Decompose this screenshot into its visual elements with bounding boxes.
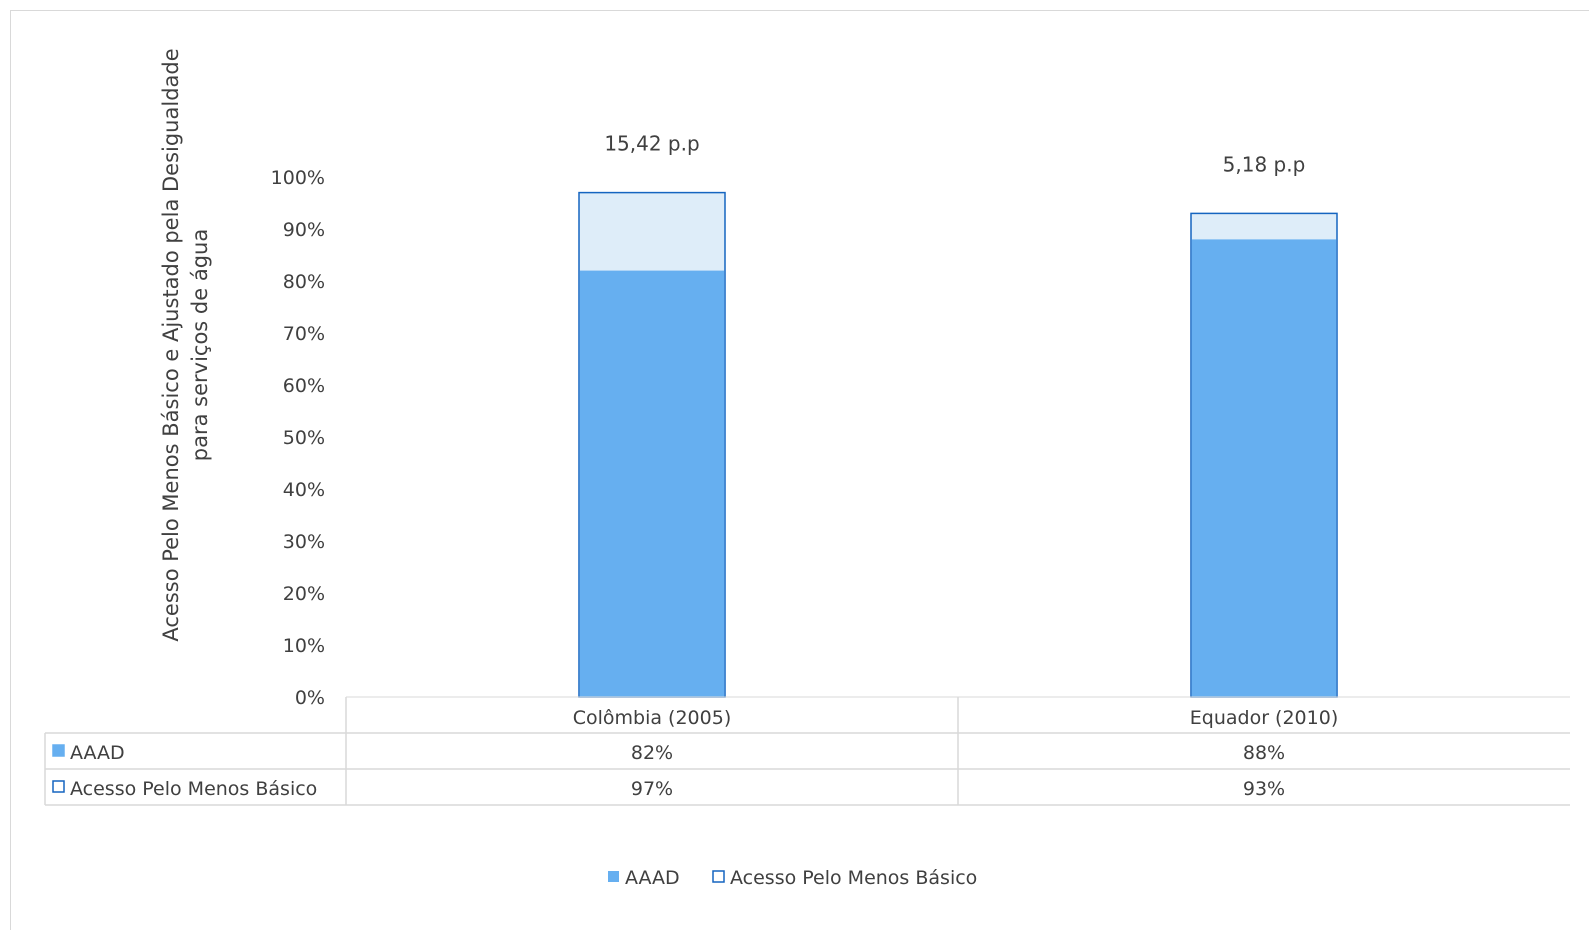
y-tick-label: 20% — [283, 583, 325, 605]
bar-aaad-0 — [579, 270, 725, 697]
bar-aaad-1 — [1191, 239, 1337, 697]
y-tick-label: 50% — [283, 427, 325, 449]
y-tick-label: 70% — [283, 323, 325, 345]
y-tick-label: 40% — [283, 479, 325, 501]
bar-annotation: 15,42 p.p — [604, 132, 699, 156]
y-tick-label: 80% — [283, 271, 325, 293]
data-table: Colômbia (2005) Equador (2010) AAAD 82% 88% A… — [44, 697, 1570, 806]
data-label: 93% — [1243, 778, 1285, 800]
x-tick-label: Equador (2010) — [1190, 707, 1338, 729]
legend-label: AAAD — [625, 867, 680, 889]
table-legend-key — [52, 780, 65, 793]
y-axis-ticks: 0% 10% 20% 30% 40% 50% 60% 70% 80% 90% 100% — [271, 167, 325, 709]
y-tick-label: 60% — [283, 375, 325, 397]
table-legend-key — [52, 744, 65, 757]
data-label: 82% — [631, 742, 673, 764]
y-axis-title-line-1: Acesso Pelo Menos Básico e Ajustado pela… — [159, 48, 183, 641]
data-label: 97% — [631, 778, 673, 800]
y-tick-label: 90% — [283, 219, 325, 241]
legend-label: Acesso Pelo Menos Básico — [730, 867, 977, 889]
legend: AAAD Acesso Pelo Menos Básico — [608, 867, 977, 889]
y-tick-label: 100% — [271, 167, 325, 189]
y-tick-label: 30% — [283, 531, 325, 553]
bars-group — [346, 191, 1570, 698]
x-tick-label: Colômbia (2005) — [573, 707, 732, 729]
chart-frame — [10, 10, 1589, 930]
bar-annotation: 5,18 p.p — [1223, 152, 1306, 176]
legend-swatch-aaad — [608, 871, 619, 882]
y-axis-title-line-2: para serviços de água — [188, 229, 212, 461]
table-row-label: Acesso Pelo Menos Básico — [70, 778, 317, 800]
annotations-group: 15,42 p.p 5,18 p.p — [604, 132, 1305, 177]
table-row-label: AAAD — [70, 742, 125, 764]
data-label: 88% — [1243, 742, 1285, 764]
y-tick-label: 0% — [295, 687, 325, 709]
legend-swatch-basico — [712, 870, 725, 883]
y-tick-label: 10% — [283, 635, 325, 657]
